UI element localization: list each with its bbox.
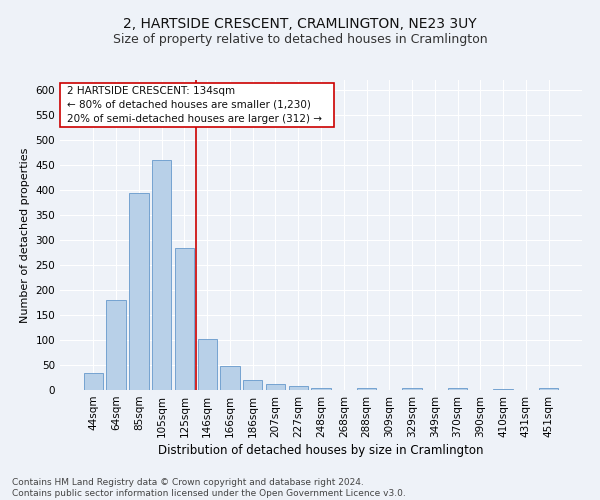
X-axis label: Distribution of detached houses by size in Cramlington: Distribution of detached houses by size … bbox=[158, 444, 484, 457]
Y-axis label: Number of detached properties: Number of detached properties bbox=[20, 148, 30, 322]
Bar bbox=[311, 388, 331, 390]
Bar bbox=[243, 380, 262, 390]
Bar bbox=[357, 388, 376, 390]
Text: Contains HM Land Registry data © Crown copyright and database right 2024.
Contai: Contains HM Land Registry data © Crown c… bbox=[12, 478, 406, 498]
Bar bbox=[175, 248, 194, 390]
Bar bbox=[220, 366, 239, 390]
Bar bbox=[266, 384, 285, 390]
Bar bbox=[84, 372, 103, 390]
Bar bbox=[539, 388, 558, 390]
Bar bbox=[403, 388, 422, 390]
Text: 2, HARTSIDE CRESCENT, CRAMLINGTON, NE23 3UY: 2, HARTSIDE CRESCENT, CRAMLINGTON, NE23 … bbox=[123, 18, 477, 32]
Bar bbox=[197, 339, 217, 390]
Text: Size of property relative to detached houses in Cramlington: Size of property relative to detached ho… bbox=[113, 32, 487, 46]
Bar bbox=[152, 160, 172, 390]
Bar bbox=[448, 388, 467, 390]
Bar bbox=[493, 388, 513, 390]
Bar bbox=[289, 386, 308, 390]
Bar bbox=[129, 192, 149, 390]
Bar bbox=[106, 300, 126, 390]
Text: 2 HARTSIDE CRESCENT: 134sqm
← 80% of detached houses are smaller (1,230)
20% of : 2 HARTSIDE CRESCENT: 134sqm ← 80% of det… bbox=[67, 86, 322, 124]
